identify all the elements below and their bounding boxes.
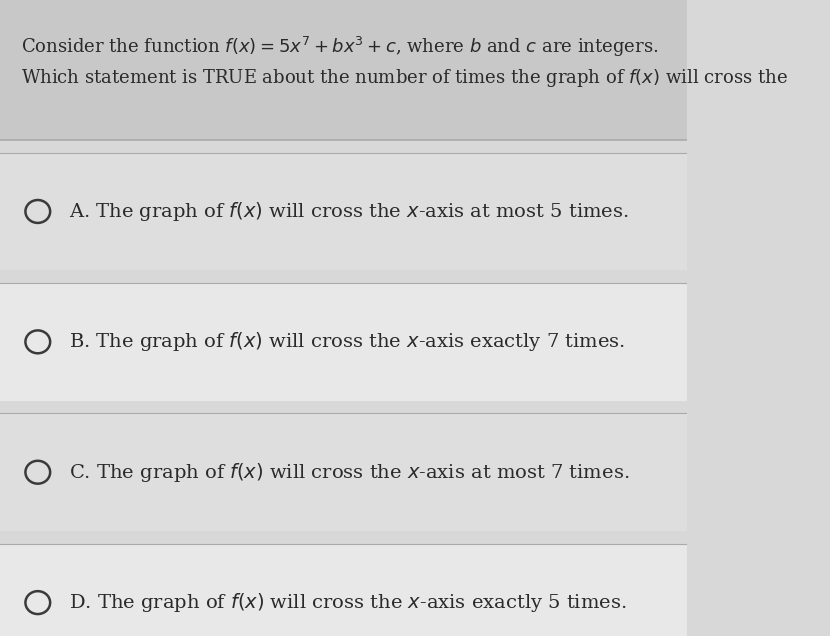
Text: C. The graph of $f(x)$ will cross the $x$-axis at most 7 times.: C. The graph of $f(x)$ will cross the $x…	[69, 460, 629, 484]
FancyBboxPatch shape	[0, 283, 687, 401]
FancyBboxPatch shape	[0, 544, 687, 636]
Text: Which statement is TRUE about the number of times the graph of $f(x)$ will cross: Which statement is TRUE about the number…	[21, 67, 788, 89]
FancyBboxPatch shape	[0, 413, 687, 531]
FancyBboxPatch shape	[0, 0, 687, 140]
Text: Consider the function $f(x) = 5x^7 + bx^3 + c$, where $b$ and $c$ are integers.: Consider the function $f(x) = 5x^7 + bx^…	[21, 35, 658, 59]
Text: A. The graph of $f(x)$ will cross the $x$-axis at most 5 times.: A. The graph of $f(x)$ will cross the $x…	[69, 200, 628, 223]
Text: D. The graph of $f(x)$ will cross the $x$-axis exactly 5 times.: D. The graph of $f(x)$ will cross the $x…	[69, 591, 627, 614]
FancyBboxPatch shape	[0, 153, 687, 270]
Text: B. The graph of $f(x)$ will cross the $x$-axis exactly 7 times.: B. The graph of $f(x)$ will cross the $x…	[69, 330, 625, 354]
